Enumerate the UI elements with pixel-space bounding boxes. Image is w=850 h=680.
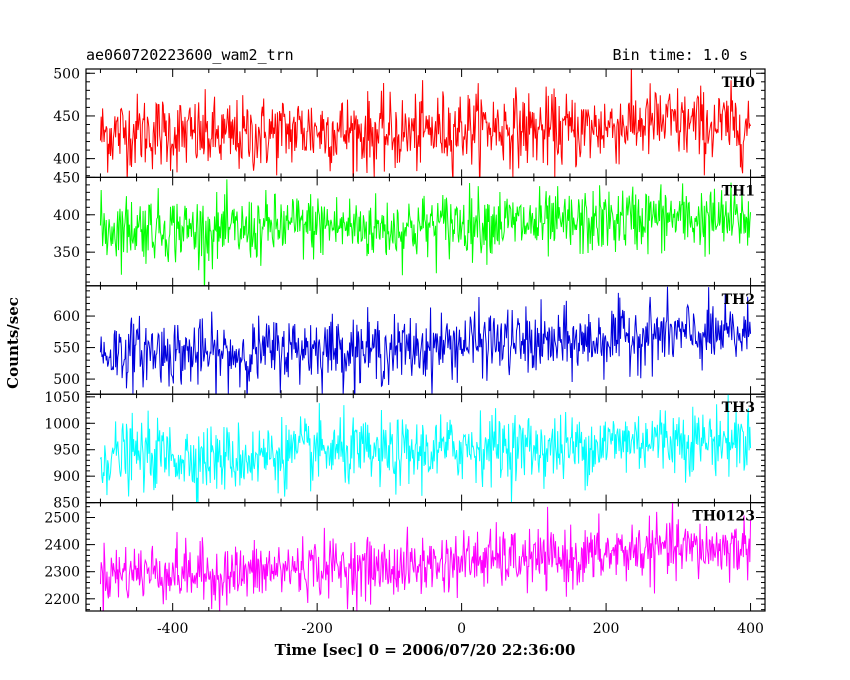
y-tick-label: 1000	[44, 416, 80, 432]
x-axis: -400 -200 0 200 400	[157, 621, 764, 637]
y-tick-label: 450	[53, 170, 80, 186]
y-axis-title: Counts/sec	[4, 297, 22, 389]
y-tick-label: 2500	[44, 511, 80, 527]
panel-frame	[85, 502, 766, 612]
panels-group: 400 450 500 TH0 350 400 450 TH1 500 550 600 TH2 850 9…	[44, 66, 766, 612]
y-tick-label: 400	[53, 152, 80, 168]
panel-label-th1: TH1	[722, 183, 755, 199]
panel-th1: 350 400 450 TH1	[53, 170, 766, 287]
panel-label-th0123: TH0123	[692, 509, 755, 525]
x-tick-label: -200	[301, 621, 332, 637]
series-line-th1	[99, 179, 752, 286]
series-line-th0	[99, 69, 752, 178]
panel-label-th3: TH3	[722, 400, 755, 416]
y-tick-label: 2300	[44, 565, 80, 581]
panel-label-th2: TH2	[722, 292, 755, 308]
y-tick-label: 2200	[44, 592, 80, 608]
x-tick-label: 0	[457, 621, 466, 637]
y-tick-label: 500	[53, 372, 80, 388]
series-line-th0123	[99, 502, 752, 612]
series-line-th2	[99, 286, 752, 395]
bin-time-label: Bin time: 1.0 s	[613, 46, 748, 64]
series-line-th3	[99, 394, 752, 503]
y-tick-label: 500	[53, 66, 80, 82]
y-tick-label: 350	[53, 245, 80, 261]
panel-label-th0: TH0	[722, 75, 756, 91]
panel-th0123: 2200 2300 2400 2500 TH0123	[44, 502, 766, 612]
y-tick-label: 850	[53, 496, 80, 512]
x-tick-label: 400	[737, 621, 764, 637]
y-tick-label: 400	[53, 208, 80, 224]
y-tick-label: 550	[53, 341, 80, 357]
file-title: ae060720223600_wam2_trn	[86, 46, 294, 64]
y-tick-label: 2400	[44, 538, 80, 554]
y-tick-label: 950	[53, 443, 80, 459]
y-tick-label: 900	[53, 469, 80, 485]
y-tick-label: 600	[53, 309, 80, 325]
x-tick-label: -400	[157, 621, 188, 637]
x-axis-title: Time [sec] 0 = 2006/07/20 22:36:00	[275, 641, 576, 659]
panel-th3: 850 900 950 1000 1050 TH3	[44, 390, 766, 512]
y-tick-label: 450	[53, 109, 80, 125]
y-tick-label: 1050	[44, 390, 80, 406]
panel-th2: 500 550 600 TH2	[53, 285, 766, 395]
x-tick-label: 200	[593, 621, 620, 637]
